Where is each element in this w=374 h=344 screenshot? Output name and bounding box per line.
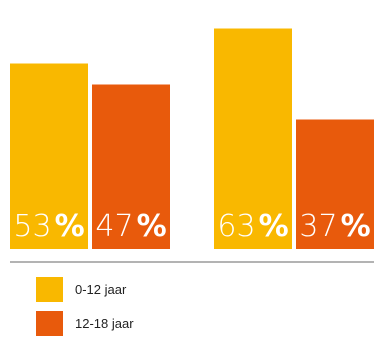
- legend-swatch-12-18: [36, 311, 63, 336]
- legend: 0-12 jaar 12-18 jaar: [36, 276, 134, 344]
- legend-label-0-12: 0-12 jaar: [75, 282, 126, 297]
- bar-value-number: 53: [13, 209, 51, 244]
- bar-value-number: 63: [217, 209, 255, 244]
- bar-value-percent: %: [341, 209, 371, 244]
- bar-value-number: 37: [299, 209, 337, 244]
- bar-value-label: 47%: [95, 209, 166, 244]
- legend-label-12-18: 12-18 jaar: [75, 316, 134, 331]
- bar-value-label: 37%: [299, 209, 370, 244]
- legend-item-12-18: 12-18 jaar: [36, 310, 134, 336]
- bar-value-label: 63%: [217, 209, 288, 244]
- bar-value-number: 47: [95, 209, 133, 244]
- bar-value-percent: %: [259, 209, 289, 244]
- legend-swatch-0-12: [36, 277, 63, 302]
- bar-value-percent: %: [55, 209, 85, 244]
- bar-value-percent: %: [137, 209, 167, 244]
- bar-value-label: 53%: [13, 209, 84, 244]
- legend-item-0-12: 0-12 jaar: [36, 276, 134, 302]
